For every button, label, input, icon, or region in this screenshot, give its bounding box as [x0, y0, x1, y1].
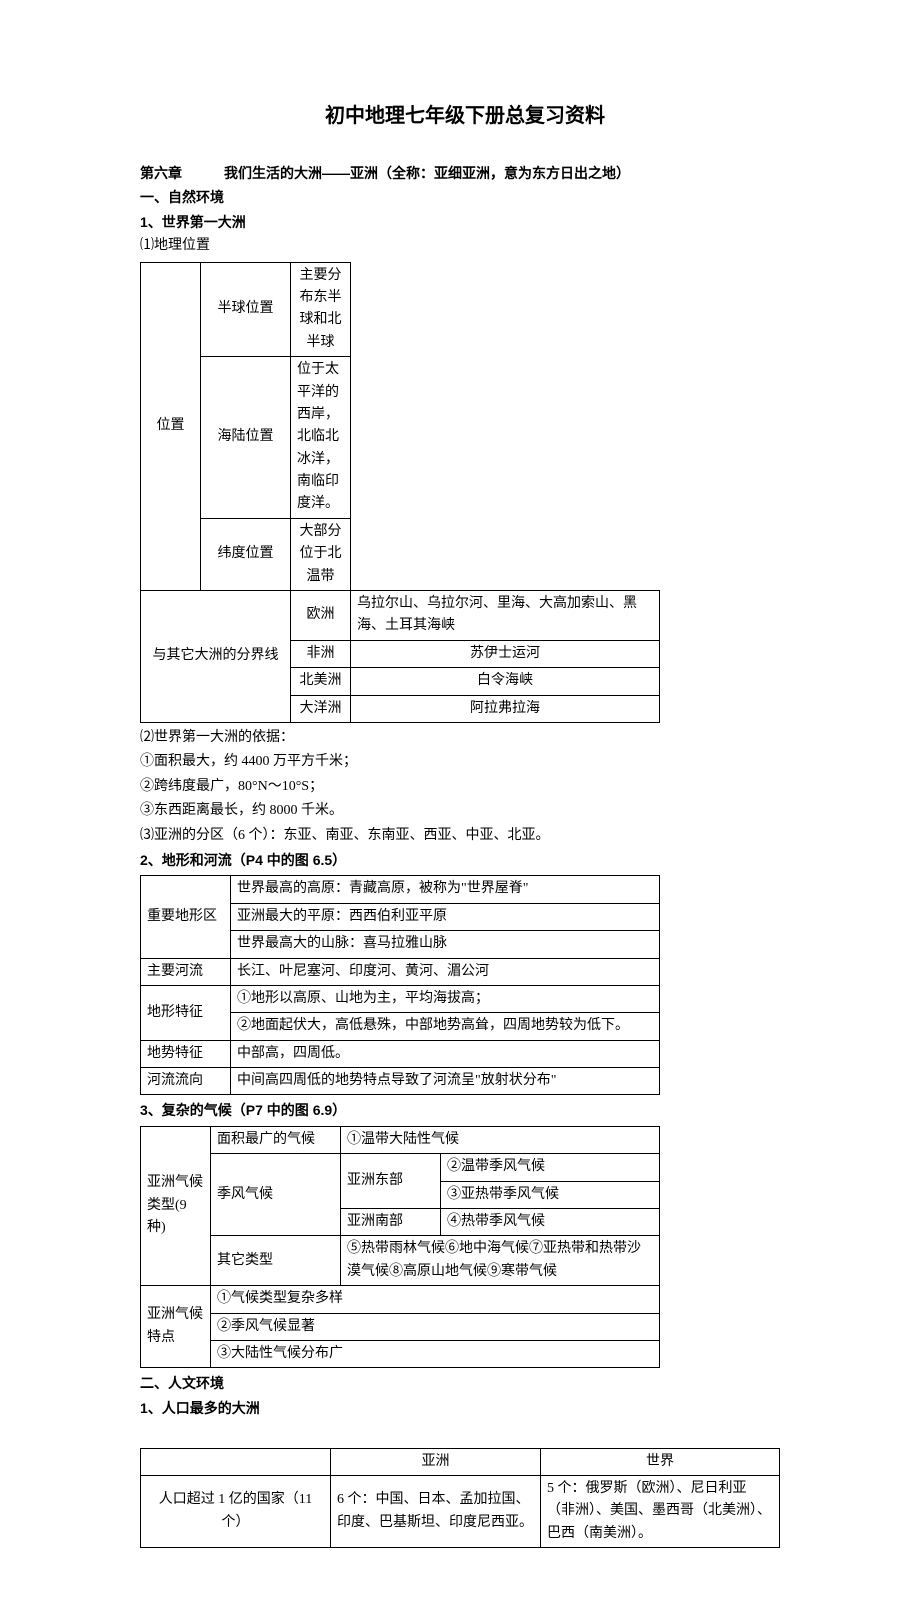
table-cell: 其它类型 — [211, 1236, 341, 1286]
table-cell: 北美洲 — [291, 668, 351, 695]
table-cell: 中部高，四周低。 — [231, 1040, 660, 1067]
item-1-2: ⑵世界第一大洲的依据： — [140, 727, 790, 749]
table-cell: ②温带季风气候 — [441, 1154, 660, 1181]
item-1-2a: ①面积最大，约 4400 万平方千米； — [140, 751, 790, 773]
table-cell: 河流流向 — [141, 1068, 231, 1095]
table-cell: 5 个：俄罗斯（欧洲）、尼日利亚（非洲）、美国、墨西哥（北美洲）、巴西（南美洲）… — [541, 1475, 780, 1547]
table-cell — [141, 1448, 331, 1475]
subsection-2-1: 1、人口最多的大洲 — [140, 1397, 790, 1419]
table-cell: 亚洲气候特点 — [141, 1286, 211, 1368]
table-cell: 非洲 — [291, 640, 351, 667]
table-cell: 苏伊士运河 — [351, 640, 660, 667]
table-cell: 世界最高的高原：青藏高原，被称为"世界屋脊" — [231, 876, 660, 903]
item-1-3: ⑶亚洲的分区（6 个）：东亚、南亚、东南亚、西亚、中亚、北亚。 — [140, 825, 790, 847]
table-cell: ③大陆性气候分布广 — [211, 1340, 660, 1367]
page-title: 初中地理七年级下册总复习资料 — [140, 100, 790, 132]
table-cell: 位置 — [141, 262, 201, 590]
table-cell: 大洋洲 — [291, 695, 351, 722]
table-cell: 亚洲最大的平原：西西伯利亚平原 — [231, 903, 660, 930]
table-cell: 中间高四周低的地势特点导致了河流呈"放射状分布" — [231, 1068, 660, 1095]
table-cell: 阿拉弗拉海 — [351, 695, 660, 722]
table-cell: 亚洲东部 — [341, 1154, 441, 1209]
table-cell: 主要分布东半球和北半球 — [291, 262, 351, 357]
table-cell: 世界最高大的山脉：喜马拉雅山脉 — [231, 931, 660, 958]
item-1-1: ⑴地理位置 — [140, 235, 790, 257]
table-cell: ①气候类型复杂多样 — [211, 1286, 660, 1313]
subsection-1-3: 3、复杂的气候（P7 中的图 6.9） — [140, 1099, 790, 1121]
table-cell: 6 个：中国、日本、孟加拉国、印度、巴基斯坦、印度尼西亚。 — [331, 1475, 541, 1547]
table-cell: 欧洲 — [291, 591, 351, 641]
table-cell: 亚洲南部 — [341, 1209, 441, 1236]
table-cell: ①温带大陆性气候 — [341, 1126, 660, 1153]
climate-table: 亚洲气候类型(9 种) 面积最广的气候 ①温带大陆性气候 季风气候 亚洲东部 ②… — [140, 1126, 660, 1369]
table-cell: 位于太平洋的西岸，北临北冰洋，南临印度洋。 — [291, 357, 351, 519]
table-cell: 亚洲气候类型(9 种) — [141, 1126, 211, 1285]
table-cell: 人口超过 1 亿的国家（11 个） — [141, 1475, 331, 1547]
table-cell: 长江、叶尼塞河、印度河、黄河、湄公河 — [231, 958, 660, 985]
table-cell: 世界 — [541, 1448, 780, 1475]
table-cell: 乌拉尔山、乌拉尔河、里海、大高加索山、黑海、土耳其海峡 — [351, 591, 660, 641]
table-cell: ②地面起伏大，高低悬殊，中部地势高耸，四周地势较为低下。 — [231, 1013, 660, 1040]
table-cell: 半球位置 — [201, 262, 291, 357]
item-1-2c: ③东西距离最长，约 8000 千米。 — [140, 800, 790, 822]
table-cell: ④热带季风气候 — [441, 1209, 660, 1236]
population-table: 亚洲 世界 人口超过 1 亿的国家（11 个） 6 个：中国、日本、孟加拉国、印… — [140, 1448, 780, 1549]
chapter-heading: 第六章 我们生活的大洲——亚洲（全称：亚细亚洲，意为东方日出之地） — [140, 162, 790, 184]
table-cell: 季风气候 — [211, 1154, 341, 1236]
table-cell: ②季风气候显著 — [211, 1313, 660, 1340]
table-cell: 地势特征 — [141, 1040, 231, 1067]
subsection-1-2: 2、地形和河流（P4 中的图 6.5） — [140, 849, 790, 871]
section-1-heading: 一、自然环境 — [140, 186, 790, 208]
table-cell: 地形特征 — [141, 985, 231, 1040]
table-cell: 大部分位于北温带 — [291, 518, 351, 590]
section-2-heading: 二、人文环境 — [140, 1372, 790, 1394]
location-table: 位置 半球位置 主要分布东半球和北半球 海陆位置 位于太平洋的西岸，北临北冰洋，… — [140, 262, 660, 723]
table-cell: ③亚热带季风气候 — [441, 1181, 660, 1208]
table-cell: 白令海峡 — [351, 668, 660, 695]
table-cell: 重要地形区 — [141, 876, 231, 958]
table-cell: ①地形以高原、山地为主，平均海拔高； — [231, 985, 660, 1012]
table-cell: 面积最广的气候 — [211, 1126, 341, 1153]
table-cell: 纬度位置 — [201, 518, 291, 590]
subsection-1-1: 1、世界第一大洲 — [140, 211, 790, 233]
item-1-2b: ②跨纬度最广，80°N～10°S； — [140, 776, 790, 798]
table-cell: 海陆位置 — [201, 357, 291, 519]
terrain-table: 重要地形区 世界最高的高原：青藏高原，被称为"世界屋脊" 亚洲最大的平原：西西伯… — [140, 875, 660, 1095]
table-cell: ⑤热带雨林气候⑥地中海气候⑦亚热带和热带沙漠气候⑧高原山地气候⑨寒带气候 — [341, 1236, 660, 1286]
table-cell: 主要河流 — [141, 958, 231, 985]
table-cell: 与其它大洲的分界线 — [141, 591, 291, 723]
table-cell: 亚洲 — [331, 1448, 541, 1475]
